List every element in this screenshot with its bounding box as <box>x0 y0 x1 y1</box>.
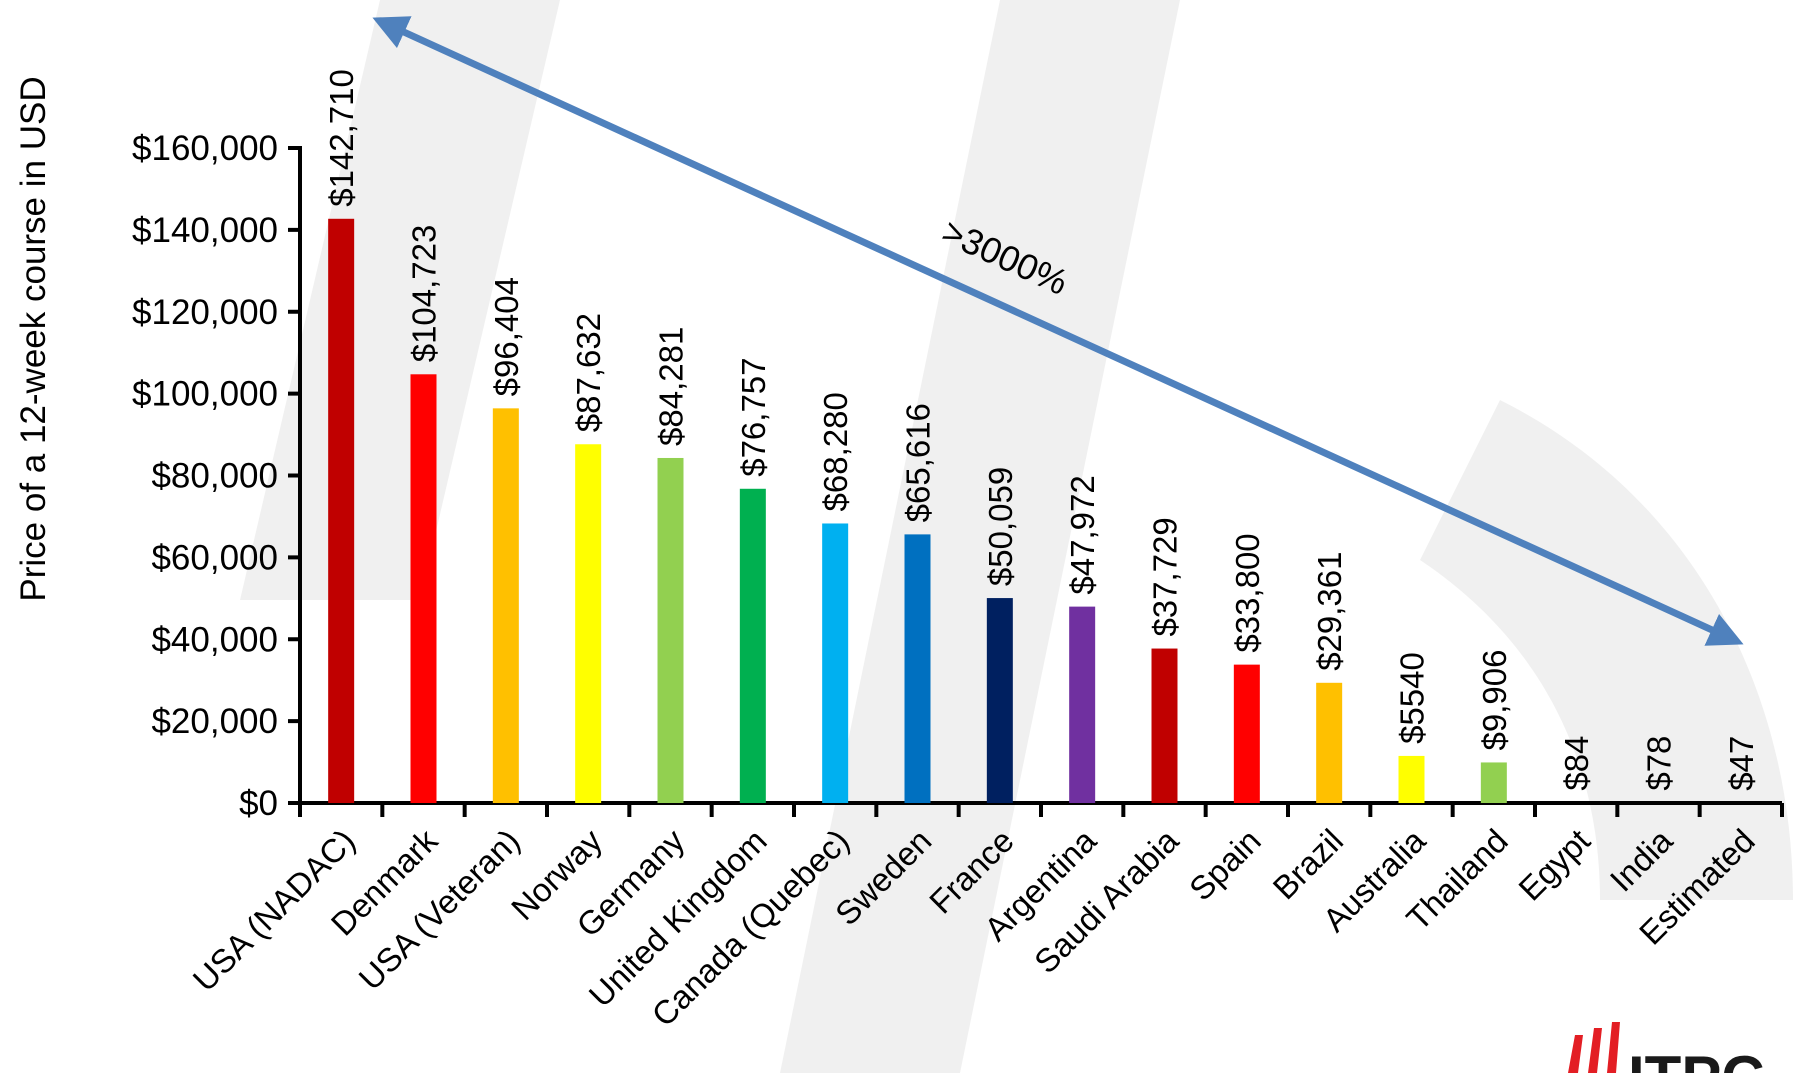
data-label: $9,906 <box>1476 650 1513 751</box>
bar <box>1316 682 1343 803</box>
y-tick-label: $20,000 <box>151 702 278 741</box>
category-label: Saudi Arabia <box>1027 821 1186 980</box>
itpc-logo: ITPC <box>1568 1022 1765 1073</box>
data-label: $104,723 <box>406 225 443 363</box>
y-axis-label: Price of a 12-week course in USD <box>14 76 53 601</box>
data-label: $96,404 <box>488 277 525 396</box>
trend-arrow <box>372 16 1744 646</box>
bar <box>1480 762 1507 803</box>
y-tick-label: $0 <box>239 784 278 823</box>
y-tick-label: $140,000 <box>132 211 278 250</box>
logo-text: ITPC <box>1628 1044 1765 1073</box>
bar <box>575 444 602 803</box>
bar <box>657 457 684 803</box>
data-label: $84,281 <box>653 327 690 446</box>
category-label: Spain <box>1182 822 1268 908</box>
data-label: $47,972 <box>1064 475 1101 594</box>
data-label: $37,729 <box>1147 517 1184 636</box>
bar <box>492 408 519 803</box>
y-tick-label: $80,000 <box>151 457 278 496</box>
bar <box>1069 606 1096 803</box>
data-label: $84 <box>1558 736 1595 791</box>
data-label: $33,800 <box>1229 533 1266 652</box>
data-label: $47 <box>1723 736 1760 791</box>
y-tick-label: $60,000 <box>151 538 278 577</box>
category-label: Egypt <box>1511 822 1597 908</box>
y-tick-label: $40,000 <box>151 620 278 659</box>
bar <box>410 374 437 803</box>
data-label: $142,710 <box>323 69 360 207</box>
bar <box>904 534 931 803</box>
bar <box>1233 664 1260 803</box>
bar <box>822 523 849 803</box>
bar <box>1151 648 1178 803</box>
y-tick-label: $100,000 <box>132 375 278 414</box>
logo-mark-icon <box>1568 1022 1620 1073</box>
data-label: $68,280 <box>817 392 854 511</box>
data-label: $50,059 <box>982 467 1019 586</box>
data-label: $76,757 <box>735 357 772 476</box>
data-label: $78 <box>1641 736 1678 791</box>
data-label: $29,361 <box>1311 552 1348 671</box>
bar <box>328 218 355 803</box>
y-tick-label: $120,000 <box>132 293 278 332</box>
data-label: $5540 <box>1394 652 1431 744</box>
data-label: $65,616 <box>900 403 937 522</box>
bar <box>986 598 1013 803</box>
bar <box>1398 755 1425 803</box>
data-label: $87,632 <box>570 313 607 432</box>
bar <box>739 488 766 803</box>
y-tick-label: $160,000 <box>132 129 278 168</box>
